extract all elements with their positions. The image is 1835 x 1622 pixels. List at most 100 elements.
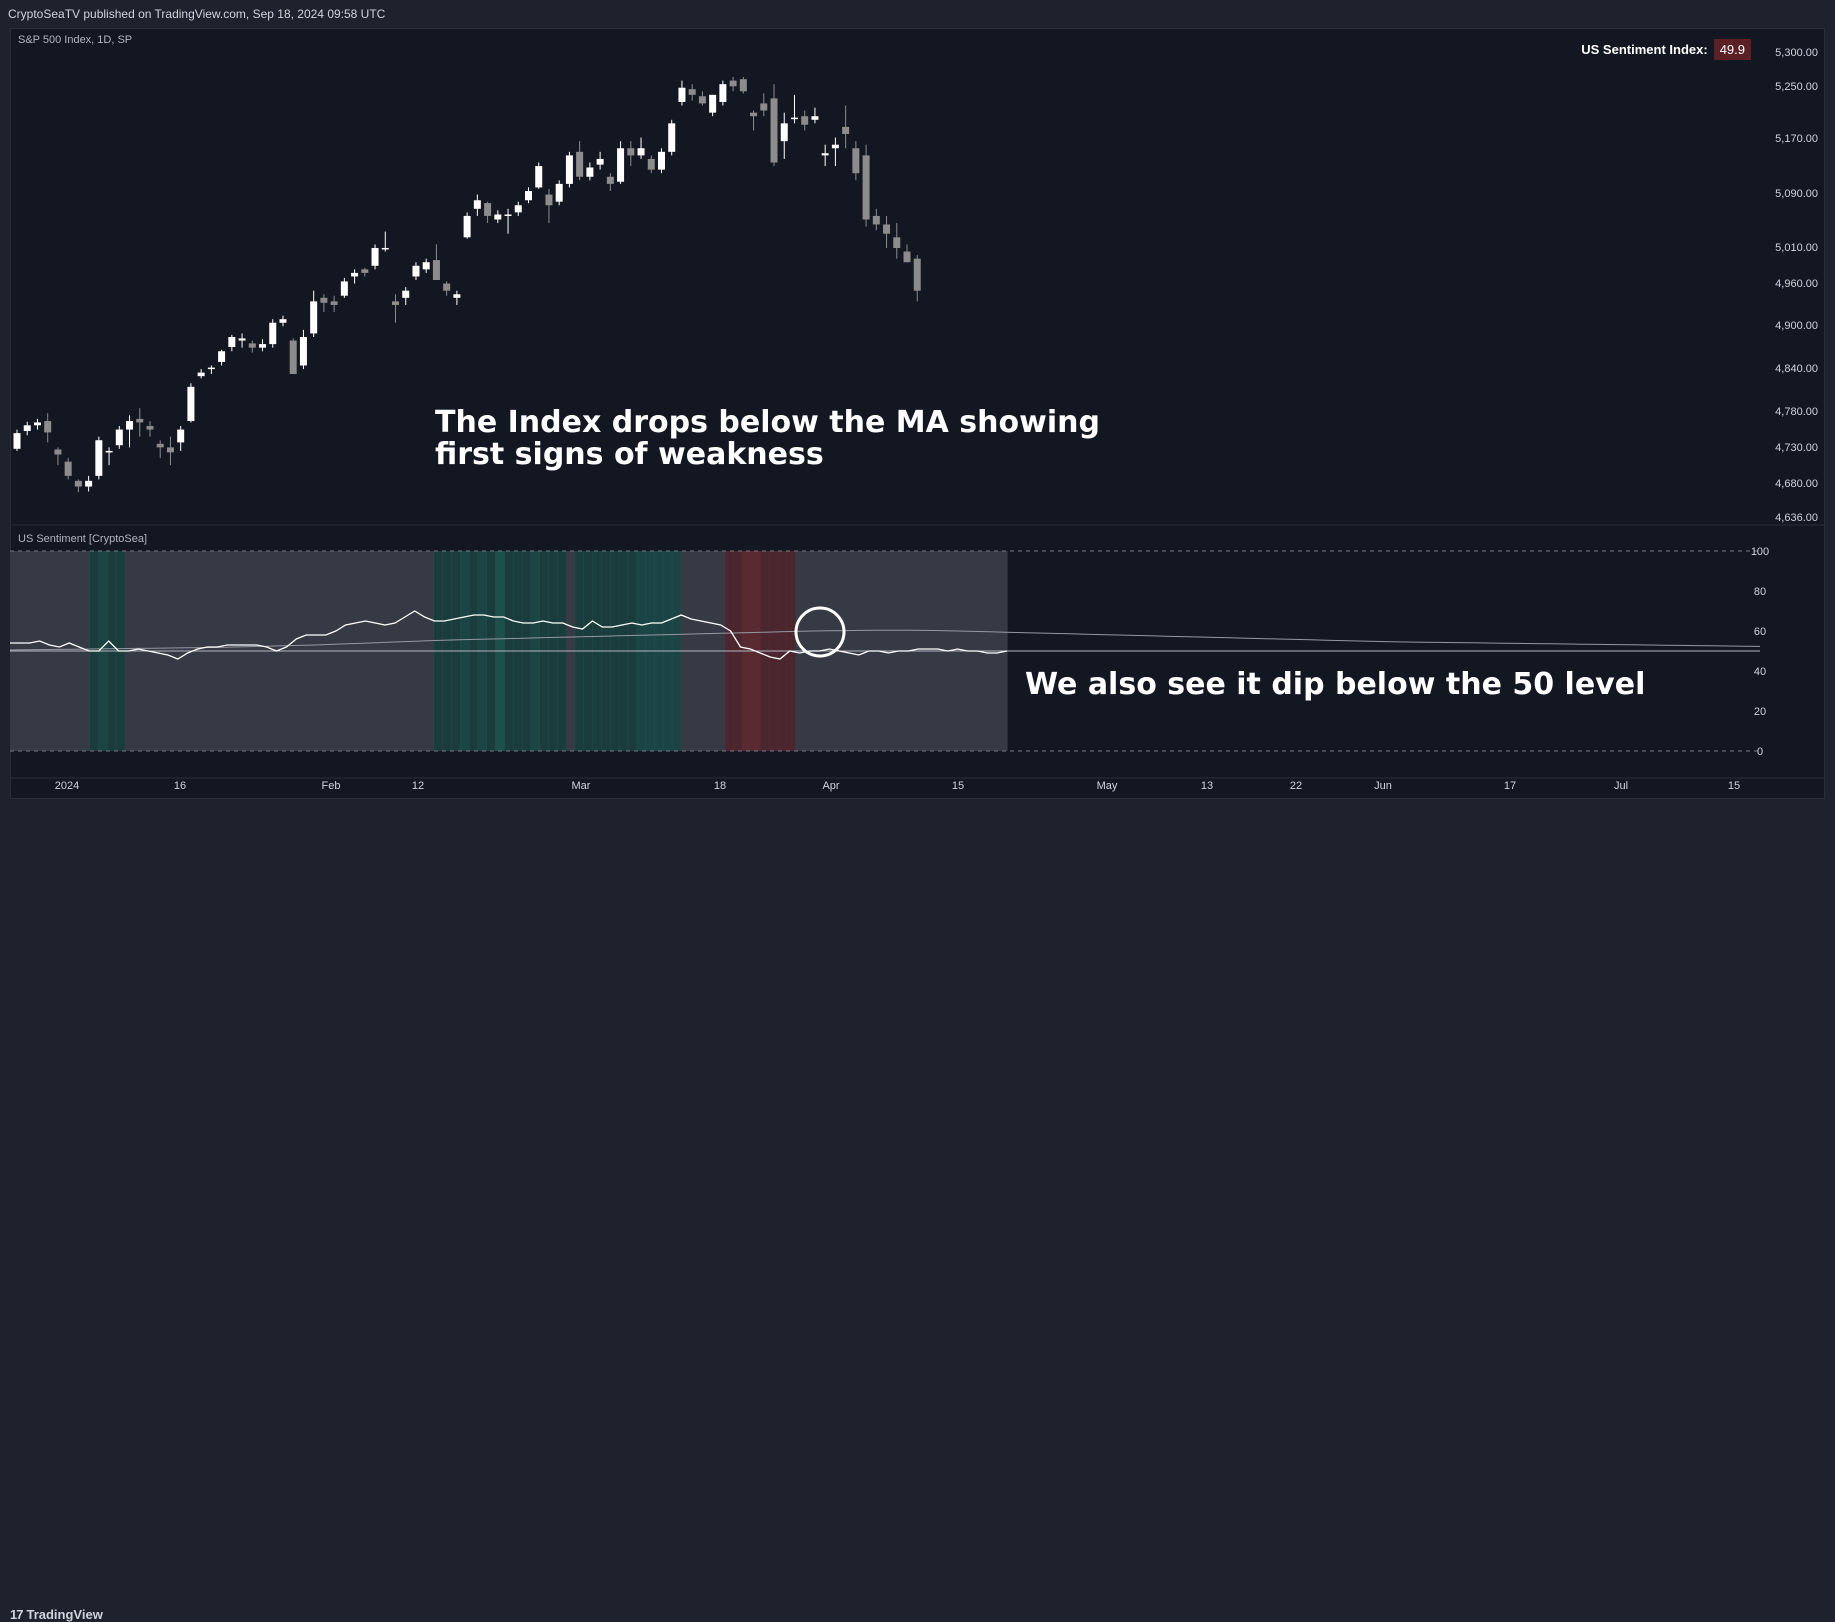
price-tick-label: 5,300.00 <box>1775 47 1818 59</box>
time-tick-label: 17 <box>1504 780 1516 792</box>
candle-body <box>136 418 144 423</box>
sentiment-tick-label: 20 <box>1754 706 1766 718</box>
candle-body <box>74 480 82 487</box>
candle-body <box>484 203 492 216</box>
candle-body <box>453 294 461 298</box>
time-tick-label: May <box>1097 780 1118 792</box>
candle-body <box>166 447 174 453</box>
candle-body <box>443 283 451 291</box>
sentiment-tick-label: 100 <box>1751 546 1769 558</box>
price-candles <box>13 77 921 493</box>
price-tick-label: 5,090.00 <box>1775 188 1818 200</box>
candle-body <box>432 260 440 281</box>
candle-body <box>821 153 829 156</box>
price-tick-label: 4,730.00 <box>1775 442 1818 454</box>
candle-body <box>801 116 809 125</box>
candle-body <box>156 443 164 448</box>
candle-body <box>412 265 420 277</box>
crossover-highlight-circle <box>794 606 846 658</box>
price-annotation-line-2: first signs of weakness <box>435 437 824 472</box>
candle-body <box>525 190 532 201</box>
time-tick-label: 15 <box>952 780 964 792</box>
tradingview-brand: TradingView <box>26 1607 103 1622</box>
candle-body <box>33 422 41 426</box>
candle-body <box>392 301 400 305</box>
candle-body <box>883 224 891 234</box>
bottom-bar: 17 TradingView <box>0 799 1835 1622</box>
candle-body <box>494 214 502 220</box>
top-bar: CryptoSeaTV published on TradingView.com… <box>0 0 1835 28</box>
price-tick-label: 4,680.00 <box>1775 478 1818 490</box>
candle-body <box>606 176 614 184</box>
candle-body <box>831 144 839 149</box>
candle-body <box>13 433 21 449</box>
sentiment-lines <box>9 610 1761 660</box>
candle-body <box>504 214 512 216</box>
candle-body <box>811 116 819 120</box>
candle-body <box>207 367 215 370</box>
candle-body <box>678 87 686 102</box>
price-pane-title: S&P 500 Index, 1D, SP <box>18 34 133 46</box>
candle-body <box>422 262 430 270</box>
time-axis: 2024 16 Feb 12 Mar 18 Apr 15 May 13 22 Jun 17 Jul 15 <box>55 780 1740 792</box>
sentiment-tick-label: 80 <box>1754 586 1766 598</box>
candle-body <box>862 155 870 220</box>
annotation-marks <box>794 606 846 658</box>
price-tick-label: 4,780.00 <box>1775 406 1818 418</box>
candle-body <box>126 421 134 430</box>
candle-body <box>330 301 338 305</box>
sentiment-pane-title: US Sentiment [CryptoSea] <box>18 533 148 545</box>
candle-body <box>279 319 287 323</box>
candle-body <box>657 151 665 170</box>
candle-body <box>617 148 625 182</box>
candle-body <box>299 336 307 366</box>
candle-body <box>903 251 911 263</box>
time-tick-label: 18 <box>714 780 726 792</box>
candle-body <box>289 340 297 375</box>
candle-body <box>586 167 594 177</box>
sentiment-index-legend: US Sentiment Index: 49.9 <box>1581 38 1751 60</box>
candle-body <box>698 96 706 104</box>
sentiment-axis: 100 80 60 40 20 0 <box>1751 546 1769 758</box>
candle-body <box>351 272 359 277</box>
candle-body <box>893 237 901 248</box>
candle-body <box>320 297 328 303</box>
tradingview-logo[interactable]: 17 TradingView <box>10 1607 103 1622</box>
candle-body <box>535 166 543 188</box>
candle-body <box>23 425 31 431</box>
candle-body <box>780 123 788 142</box>
candle-body <box>627 148 635 156</box>
price-tick-label: 4,636.00 <box>1775 512 1818 524</box>
sentiment-line <box>10 610 1008 660</box>
sentiment-annotation: We also see it dip below the 50 level <box>1025 667 1646 702</box>
candle-body <box>381 247 389 250</box>
candle-body <box>340 281 348 296</box>
candle-body <box>565 155 573 184</box>
time-tick-label: Feb <box>322 780 341 792</box>
time-tick-label: 12 <box>412 780 424 792</box>
price-tick-label: 5,250.00 <box>1775 81 1818 93</box>
candle-body <box>177 429 185 443</box>
candle-body <box>709 94 717 113</box>
candle-body <box>64 461 72 476</box>
sentiment-tick-label: 0 <box>1757 746 1763 758</box>
time-tick-label: Jun <box>1374 780 1392 792</box>
candle-body <box>545 194 553 206</box>
sentiment-tick-label: 40 <box>1754 666 1766 678</box>
candle-body <box>238 338 246 341</box>
price-tick-label: 5,010.00 <box>1775 242 1818 254</box>
candle-body <box>750 112 758 117</box>
candle-body <box>637 148 645 156</box>
time-tick-label: 15 <box>1728 780 1740 792</box>
candle-body <box>197 372 205 377</box>
candle-body <box>105 450 113 453</box>
time-tick-label: 16 <box>174 780 186 792</box>
chart-canvas[interactable]: 5,300.00 5,250.00 5,170.00 5,090.00 5,010.00… <box>0 0 1835 834</box>
sentiment-tick-label: 60 <box>1754 626 1766 638</box>
candle-body <box>596 158 604 165</box>
candle-body <box>473 200 481 209</box>
time-tick-label: Jul <box>1614 780 1628 792</box>
candle-body <box>555 183 563 202</box>
candle-body <box>371 247 379 266</box>
candle-body <box>729 80 737 87</box>
